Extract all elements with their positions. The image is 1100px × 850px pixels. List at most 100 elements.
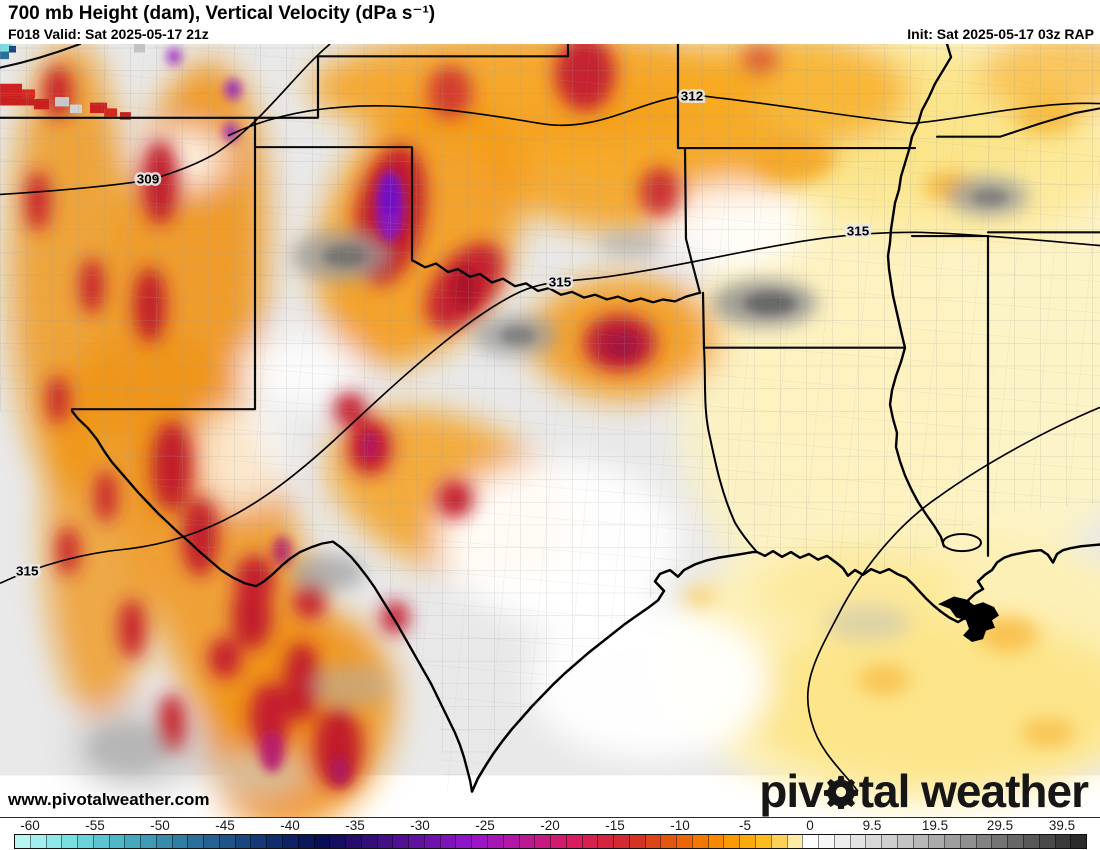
contour-label: 315 — [16, 564, 39, 579]
colorbar-cell — [486, 835, 503, 848]
contour-309 — [0, 43, 331, 196]
contour-label: 315 — [549, 275, 572, 290]
colorbar-cell — [124, 835, 141, 848]
lake-pontchartrain — [942, 533, 982, 553]
colorbar-tick: -55 — [85, 818, 105, 833]
sabine-border — [703, 346, 758, 554]
colorbar-cell — [171, 835, 188, 848]
colorbar-tick: -50 — [150, 818, 170, 833]
logo-text-pre: piv — [759, 765, 823, 817]
colorbar-cell — [345, 835, 361, 848]
colorbar-cell — [754, 835, 771, 848]
colorbar-cell — [534, 835, 551, 848]
colorbar-cell — [770, 835, 787, 848]
contour-label-layer: 309 312 315 315 315 — [14, 86, 872, 580]
colorbar-cell — [29, 835, 46, 848]
colorbar-cell — [991, 835, 1008, 848]
colorbar-cell — [15, 835, 30, 848]
colorbar-cell — [597, 835, 614, 848]
contour-label: 315 — [847, 224, 870, 239]
colorbar-cell — [439, 835, 456, 848]
valid-time-label: F018 Valid: Sat 2025-05-17 21z — [8, 26, 209, 42]
colorbar-cell — [896, 835, 913, 848]
colorbar-cell — [660, 835, 677, 848]
colorbar-cell — [644, 835, 661, 848]
colorbar — [14, 834, 1087, 849]
colorbar-cell — [865, 835, 882, 848]
colorbar-cell — [218, 835, 235, 848]
colorbar-cell — [818, 835, 834, 848]
colorbar-cell — [628, 835, 645, 848]
colorbar-cell — [313, 835, 330, 848]
height-contours — [0, 43, 1100, 792]
page-title: 700 mb Height (dam), Vertical Velocity (… — [8, 3, 436, 24]
colorbar-cell — [392, 835, 409, 848]
colorbar-cell — [187, 835, 204, 848]
colorbar-cell — [1038, 835, 1055, 848]
colorbar-cell — [360, 835, 377, 848]
mississippi-delta — [938, 596, 999, 642]
colorbar-cell — [613, 835, 629, 848]
colorbar-cell — [723, 835, 740, 848]
colorbar-cell — [61, 835, 78, 848]
watermark-url: www.pivotalweather.com — [8, 790, 210, 809]
colorbar-cell — [518, 835, 535, 848]
colorbar-cell — [1054, 835, 1071, 848]
colorbar-tick: 0 — [806, 818, 814, 833]
init-time-label: Init: Sat 2025-05-17 03z RAP — [907, 26, 1094, 42]
header: 700 mb Height (dam), Vertical Velocity (… — [0, 0, 1100, 44]
colorbar-tick: -25 — [475, 818, 495, 833]
colorbar-tick: 39.5 — [1048, 818, 1076, 833]
colorbar-cell — [928, 835, 945, 848]
colorbar-cell — [329, 835, 346, 848]
colorbar-tick: -5 — [738, 818, 752, 833]
contour-315 — [0, 231, 1100, 585]
colorbar-cell — [108, 835, 125, 848]
forecast-map[interactable]: 309 312 315 315 315 — [0, 2, 1100, 833]
red-river — [411, 259, 702, 304]
colorbar-cell — [77, 835, 93, 848]
colorbar-tick: -60 — [20, 818, 40, 833]
colorbar-cell — [944, 835, 960, 848]
colorbar-cell — [1070, 835, 1087, 848]
colorbar-cell — [502, 835, 519, 848]
colorbar-cell — [912, 835, 929, 848]
colorbar-cell — [550, 835, 566, 848]
map-area[interactable]: 309 312 315 315 315 www.pivotalweather.com p… — [0, 2, 1100, 833]
colorbar-tick: -20 — [540, 818, 560, 833]
colorbar-cell — [266, 835, 283, 848]
colorbar-cell — [565, 835, 582, 848]
colorbar-cell — [959, 835, 976, 848]
contour-label: 309 — [137, 172, 160, 187]
contour-315-gulf — [806, 406, 1100, 792]
colorbar-cell — [140, 835, 156, 848]
colorbar-cell — [455, 835, 472, 848]
colorbar-cell — [471, 835, 487, 848]
colorbar-tick: -40 — [280, 818, 300, 833]
colorbar-tick: -30 — [410, 818, 430, 833]
contour-label: 312 — [681, 89, 704, 104]
colorbar-cell — [45, 835, 62, 848]
rivers-coast — [70, 42, 1100, 793]
colorbar-cell — [975, 835, 992, 848]
colorbar-cell — [581, 835, 598, 848]
colorbar-tick: -45 — [215, 818, 235, 833]
colorbar-cell — [881, 835, 897, 848]
colorbar-cell — [849, 835, 866, 848]
colorbar-tick: -10 — [670, 818, 690, 833]
colorbar-tick: 19.5 — [921, 818, 949, 833]
colorbar-cell — [833, 835, 850, 848]
gulf-coastline — [470, 543, 1100, 793]
logo-text-post: tal weather — [858, 765, 1089, 817]
colorbar-cell — [802, 835, 819, 848]
colorbar-cell — [408, 835, 424, 848]
colorbar-cell — [1007, 835, 1023, 848]
contour-312 — [227, 94, 1100, 137]
colorbar-tick: -35 — [345, 818, 365, 833]
colorbar-tick: 29.5 — [986, 818, 1014, 833]
colorbar-cell — [92, 835, 109, 848]
county-lines — [0, 44, 1100, 792]
colorbar-cell — [155, 835, 172, 848]
colorbar-cell — [691, 835, 708, 848]
